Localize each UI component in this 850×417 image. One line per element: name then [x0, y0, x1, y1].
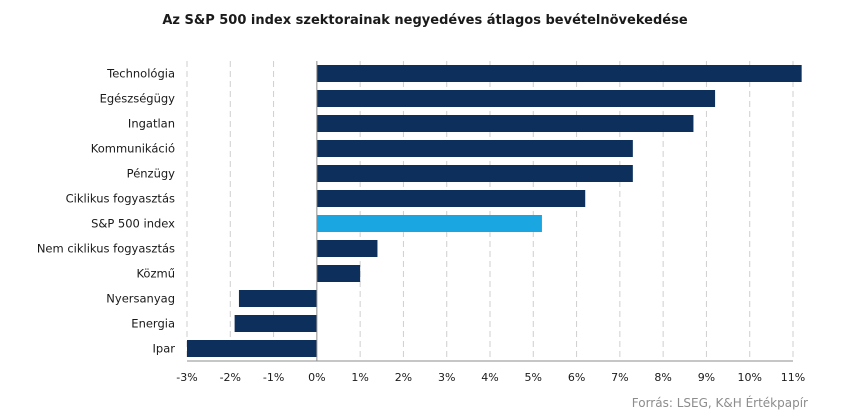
bar-10: [234, 315, 317, 332]
category-label: Pénzügy: [127, 167, 176, 181]
category-label: Ipar: [153, 342, 176, 356]
x-tick-label: 5%: [525, 371, 542, 384]
x-tick-label: 4%: [481, 371, 498, 384]
bar-11: [187, 340, 317, 357]
x-tick-label: -3%: [176, 371, 197, 384]
tick-labels: -3% -2% -1% 0% 1% 2% 3% 4% 5% 6% 7% 8% 9% 10% 11%: [176, 371, 805, 384]
x-tick-label: 7%: [611, 371, 628, 384]
x-tick-label: 3%: [438, 371, 455, 384]
x-tick-label: 10%: [737, 371, 761, 384]
category-label: S&P 500 index: [91, 217, 175, 231]
x-tick-label: 2%: [395, 371, 412, 384]
category-label: Egészségügy: [100, 92, 176, 106]
x-tick-label: -2%: [220, 371, 241, 384]
bar-8: [316, 265, 361, 282]
category-label: Nem ciklikus fogyasztás: [37, 242, 175, 256]
x-tick-label: 11%: [781, 371, 805, 384]
category-label: Ciklikus fogyasztás: [66, 192, 175, 206]
category-label: Kommunikáció: [91, 142, 175, 156]
bar-0: [316, 65, 802, 82]
bar-7: [316, 240, 378, 257]
bar-9: [238, 290, 317, 307]
category-label: Technológia: [106, 67, 175, 81]
source-note: Forrás: LSEG, K&H Értékpapír: [631, 396, 808, 410]
category-label: Energia: [131, 317, 175, 331]
category-label: Nyersanyag: [106, 292, 175, 306]
bar-2: [316, 115, 694, 132]
x-tick-label: 1%: [351, 371, 368, 384]
chart-title: Az S&P 500 index szektorainak negyedéves…: [162, 13, 688, 28]
category-label: Közmű: [136, 267, 175, 281]
bar-6: [316, 215, 542, 232]
x-tick-label: 6%: [568, 371, 585, 384]
axes: [187, 61, 793, 362]
category-labels: Technológia Egészségügy Ingatlan Kommunikác…: [37, 67, 175, 356]
x-tick-label: 0%: [308, 371, 325, 384]
category-label: Ingatlan: [128, 117, 175, 131]
bars: [187, 65, 802, 357]
x-tick-label: -1%: [263, 371, 284, 384]
bar-5: [316, 190, 586, 207]
bar-3: [316, 140, 633, 157]
bar-4: [316, 165, 633, 182]
grid-lines: [186, 61, 794, 361]
x-tick-label: 9%: [698, 371, 715, 384]
bar-1: [316, 90, 716, 107]
x-tick-label: 8%: [654, 371, 671, 384]
